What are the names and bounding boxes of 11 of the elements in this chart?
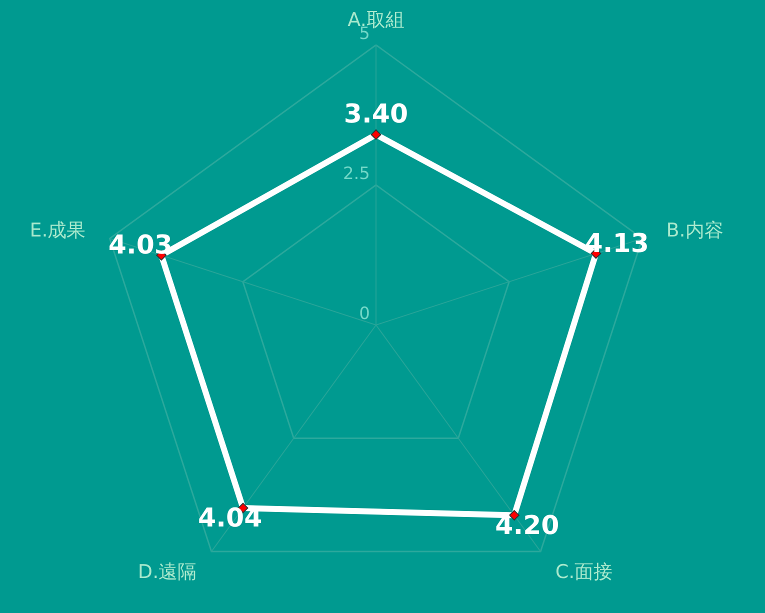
spoke-label: E.成果 <box>30 220 86 242</box>
data-label: 4.20 <box>495 510 560 541</box>
data-label: 4.13 <box>584 228 649 259</box>
y-tick-label: 0 <box>359 304 370 324</box>
data-label: 4.03 <box>108 230 173 261</box>
y-tick-label: 2.5 <box>342 164 370 184</box>
spoke-label: C.面接 <box>555 560 613 583</box>
spoke-label: B.内容 <box>666 220 724 242</box>
spoke-label: D.遠隔 <box>138 560 197 583</box>
data-label: 3.40 <box>344 100 408 130</box>
data-label: 4.04 <box>198 504 262 534</box>
